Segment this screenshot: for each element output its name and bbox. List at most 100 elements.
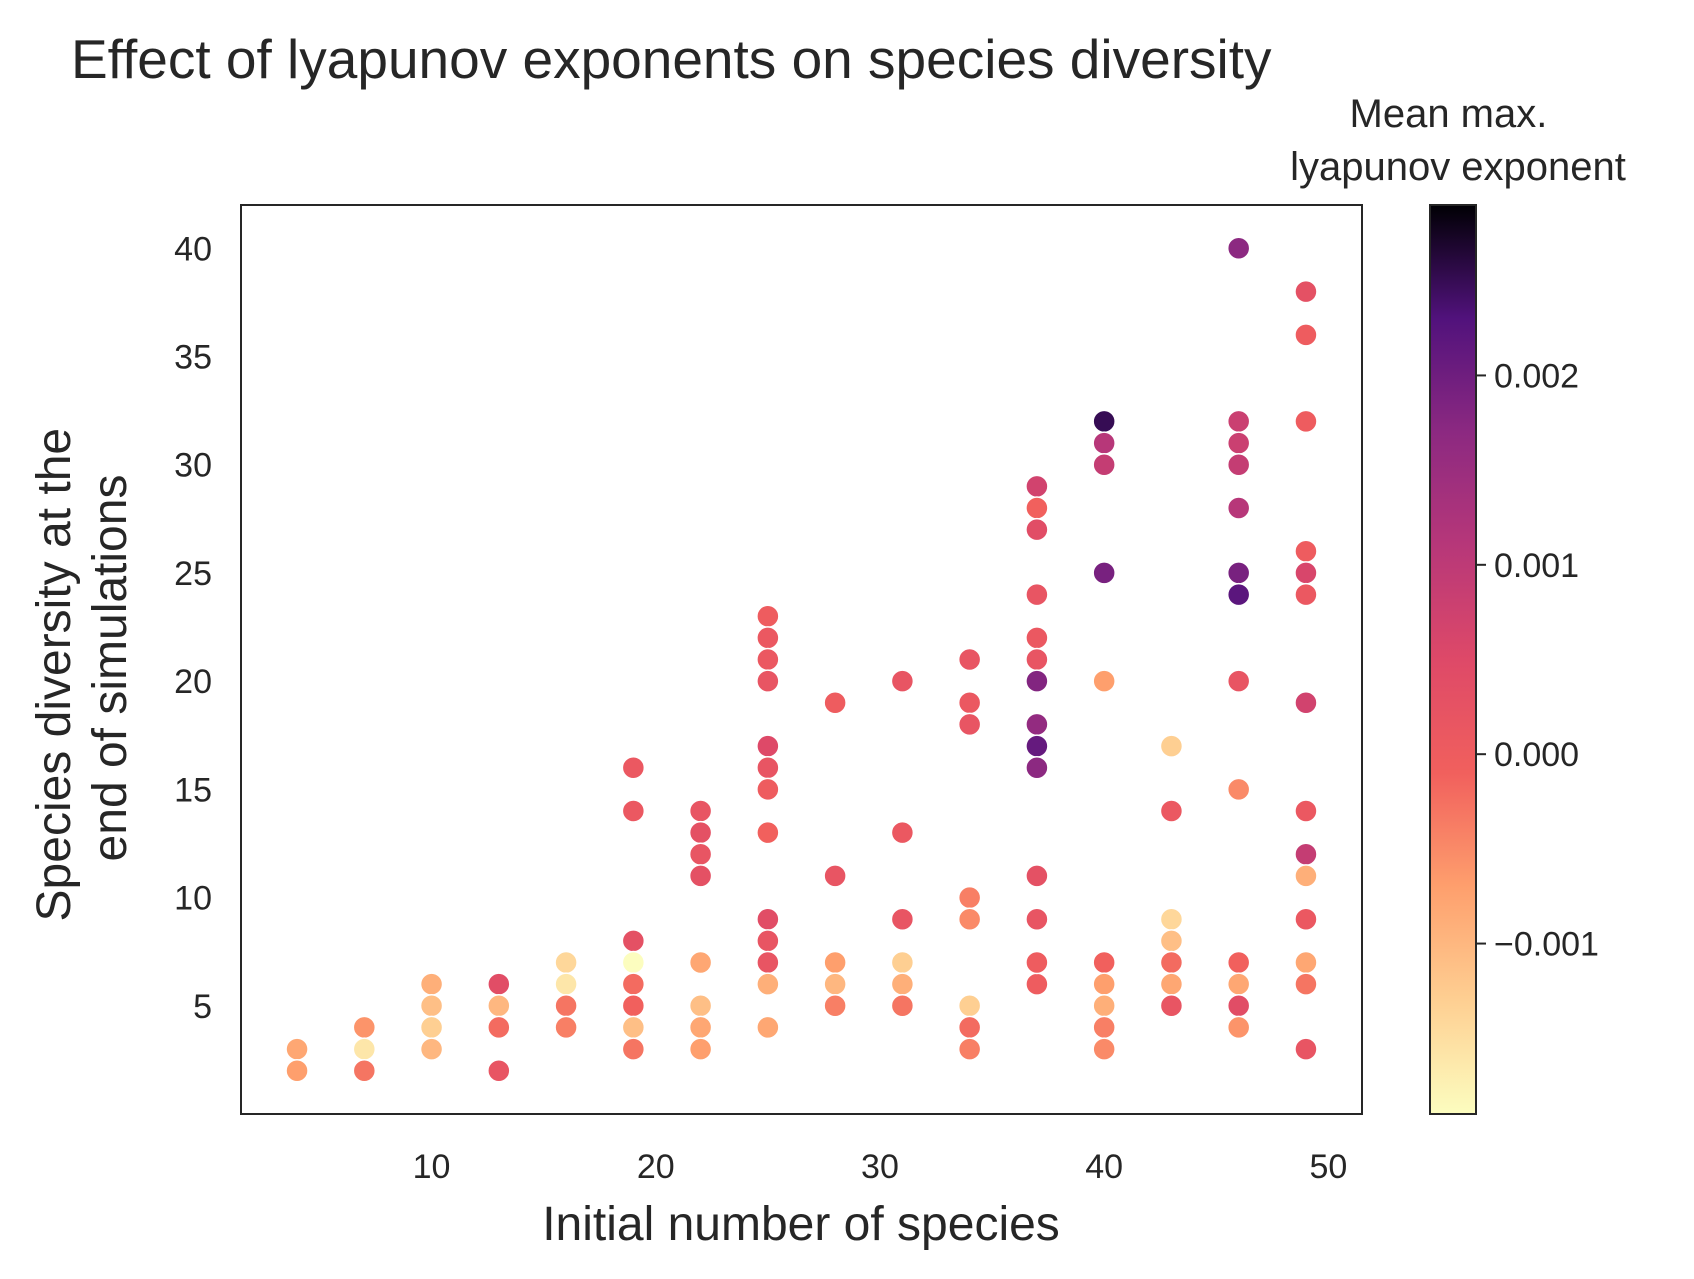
- scatter-point: [1159, 799, 1184, 823]
- scatter-point: [285, 1058, 309, 1083]
- scatter-point: [554, 994, 578, 1018]
- scatter-point: [688, 799, 713, 823]
- scatter-point: [1226, 452, 1251, 477]
- x-tick-label: 20: [637, 1148, 675, 1186]
- x-axis-ticks: 10 20 30 40 50: [413, 1148, 1348, 1186]
- scatter-point: [1092, 431, 1116, 455]
- scatter-point: [1294, 691, 1318, 715]
- scatter-point: [1294, 864, 1318, 888]
- scatter-point: [1025, 496, 1049, 520]
- scatter-point: [1294, 539, 1318, 564]
- scatter-point: [1226, 431, 1251, 455]
- scatter-point: [1092, 452, 1116, 477]
- scatter-point: [621, 972, 646, 996]
- scatter-point: [756, 626, 780, 650]
- scatter-point: [621, 929, 646, 953]
- x-tick-label: 30: [861, 1148, 899, 1186]
- scatter-point: [1294, 907, 1318, 931]
- scatter-point: [1092, 561, 1116, 585]
- scatter-point: [890, 907, 915, 931]
- scatter-point: [756, 647, 780, 672]
- scatter-point: [957, 885, 982, 910]
- scatter-point: [621, 1037, 646, 1061]
- scatter-point: [1294, 799, 1318, 823]
- scatter-point: [756, 734, 780, 758]
- scatter-point: [1226, 582, 1251, 607]
- scatter-point: [688, 820, 713, 845]
- scatter-point: [756, 820, 780, 845]
- scatter-point: [1025, 734, 1049, 758]
- scatter-point: [1159, 907, 1184, 931]
- scatter-point: [1226, 777, 1251, 802]
- scatter-point: [890, 820, 915, 845]
- scatter-point: [1025, 907, 1049, 931]
- scatter-point: [1025, 647, 1049, 672]
- scatter-point: [1092, 950, 1116, 975]
- x-tick-label: 10: [413, 1148, 451, 1186]
- scatter-point: [554, 950, 578, 975]
- scatter-point: [823, 691, 847, 715]
- scatter-point: [285, 1037, 309, 1061]
- scatter-point: [1092, 409, 1116, 434]
- y-tick-label: 5: [193, 988, 212, 1026]
- scatter-point: [1294, 582, 1318, 607]
- scatter-point: [352, 1015, 377, 1040]
- scatter-point: [823, 864, 847, 888]
- colorbar-label-line-1: Mean max.: [1350, 92, 1548, 136]
- scatter-point: [1294, 409, 1318, 434]
- colorbar-tick-label: −0.001: [1494, 926, 1599, 964]
- scatter-point: [756, 604, 780, 628]
- y-tick-label: 20: [174, 663, 212, 701]
- scatter-point: [1092, 972, 1116, 996]
- scatter-point: [688, 994, 713, 1018]
- scatter-point: [1294, 1037, 1318, 1061]
- colorbar-label-line-2: lyapunov exponent: [1290, 145, 1626, 189]
- scatter-point: [957, 907, 982, 931]
- scatter-point: [688, 950, 713, 975]
- scatter-point: [756, 907, 780, 931]
- scatter-point: [487, 1015, 511, 1040]
- y-tick-label: 40: [174, 230, 212, 268]
- scatter-point: [957, 1037, 982, 1061]
- scatter-point: [419, 994, 444, 1018]
- scatter-point: [688, 1037, 713, 1061]
- scatter-point: [1025, 517, 1049, 542]
- scatter-point: [621, 1015, 646, 1040]
- scatter-point: [419, 1037, 444, 1061]
- scatter-point: [1092, 994, 1116, 1018]
- scatter-point: [1226, 561, 1251, 585]
- scatter-point: [621, 994, 646, 1018]
- scatter-point: [823, 994, 847, 1018]
- scatter-point: [1226, 669, 1251, 693]
- scatter-point: [352, 1037, 377, 1061]
- scatter-point: [756, 929, 780, 953]
- colorbar-ticks: −0.001 0.000 0.001 0.002: [1476, 357, 1599, 964]
- scatter-point: [487, 1058, 511, 1083]
- scatter-point: [1226, 236, 1251, 261]
- scatter-point: [957, 647, 982, 672]
- scatter-point: [1025, 712, 1049, 737]
- y-tick-label: 15: [174, 771, 212, 809]
- scatter-point: [1226, 950, 1251, 975]
- y-tick-label: 25: [174, 555, 212, 593]
- scatter-point: [756, 755, 780, 780]
- scatter-point: [688, 1015, 713, 1040]
- chart-title: Effect of lyapunov exponents on species …: [71, 28, 1272, 90]
- scatter-points: [285, 236, 1318, 1083]
- scatter-point: [1025, 582, 1049, 607]
- scatter-point: [957, 994, 982, 1018]
- y-axis-label-line-1: Species diversity at the: [28, 428, 81, 922]
- scatter-point: [756, 1015, 780, 1040]
- colorbar-tick-label: 0.001: [1494, 547, 1579, 585]
- scatter-point: [1025, 626, 1049, 650]
- x-tick-label: 50: [1309, 1148, 1347, 1186]
- scatter-point: [890, 950, 915, 975]
- scatter-point: [419, 972, 444, 996]
- y-tick-label: 10: [174, 880, 212, 918]
- scatter-point: [823, 950, 847, 975]
- y-tick-label: 30: [174, 447, 212, 485]
- scatter-point: [1025, 972, 1049, 996]
- colorbar-tick-label: 0.000: [1494, 736, 1579, 774]
- scatter-point: [756, 669, 780, 693]
- scatter-point: [487, 994, 511, 1018]
